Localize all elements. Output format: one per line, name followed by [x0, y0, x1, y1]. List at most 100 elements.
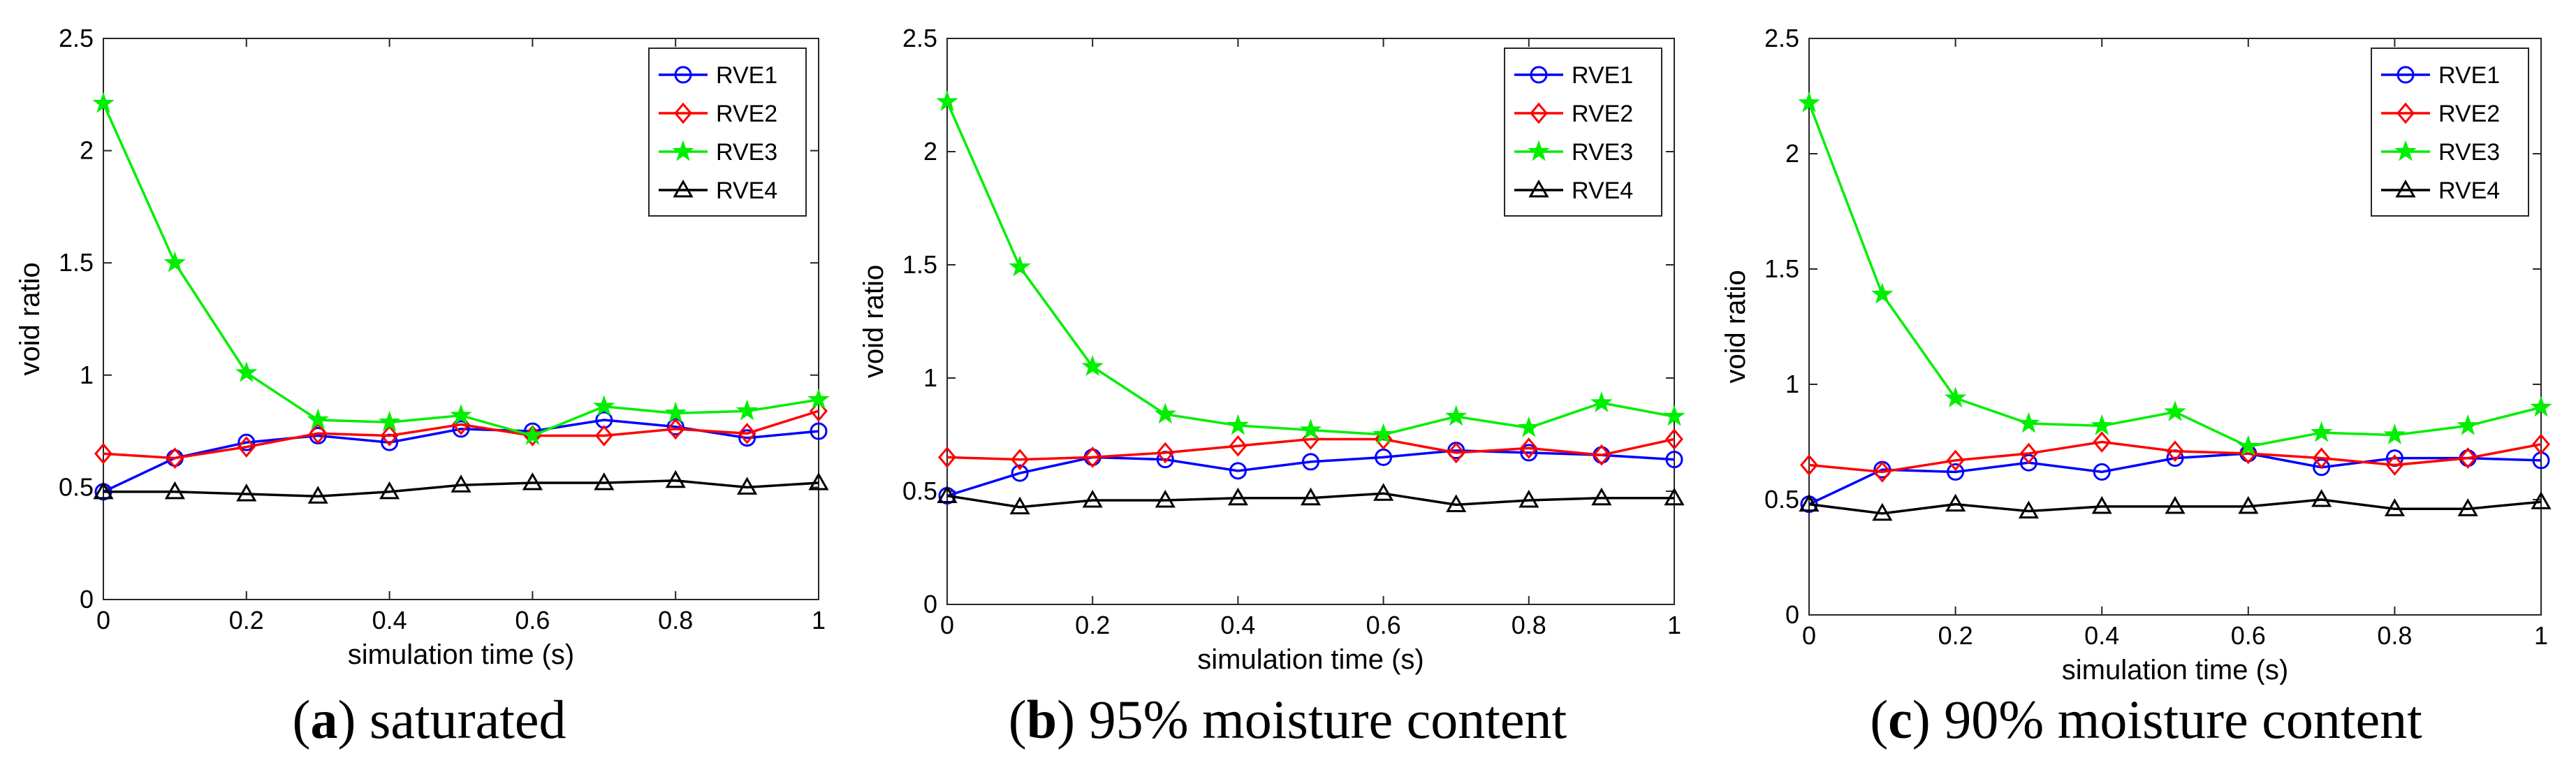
y-axis-label: void ratio [15, 262, 45, 375]
data-point [736, 399, 759, 421]
legend-marker [674, 66, 692, 84]
legend-item: RVE4 [1514, 177, 1633, 204]
data-point [307, 486, 328, 504]
y-tick-label: 2 [80, 136, 94, 165]
legend: RVE1 RVE2 RVE3 RVE4 [2371, 48, 2529, 217]
data-point [810, 422, 828, 440]
data-point [1945, 493, 1966, 512]
x-tick-label: 0.8 [2377, 621, 2412, 650]
legend-item: RVE1 [659, 62, 777, 89]
y-tick-label: 0.5 [902, 477, 937, 505]
data-point [307, 408, 329, 430]
x-tick-label: 0.8 [1512, 611, 1546, 639]
legend-item: RVE1 [1514, 62, 1633, 89]
legend-item: RVE2 [659, 101, 777, 127]
legend-marker [1530, 66, 1548, 84]
data-point [2383, 423, 2406, 444]
legend-marker [1528, 179, 1549, 198]
legend-label: RVE1 [1572, 62, 1633, 89]
data-point [1229, 435, 1247, 457]
data-point [94, 442, 112, 465]
x-tick-label: 0 [1802, 621, 1816, 650]
legend-label: RVE4 [716, 177, 777, 204]
data-point [1447, 442, 1465, 464]
data-point [164, 481, 185, 500]
legend-marker [2395, 179, 2416, 198]
data-point [2531, 491, 2552, 509]
y-tick-label: 1 [1785, 370, 1799, 398]
y-tick-label: 2.5 [902, 24, 937, 52]
data-point [163, 251, 186, 273]
data-point [380, 425, 399, 447]
data-point [1663, 405, 1685, 426]
legend-label: RVE2 [1572, 101, 1633, 127]
legend-label: RVE1 [2438, 62, 2500, 89]
data-point [666, 418, 685, 440]
data-point [938, 447, 956, 468]
data-point [594, 472, 615, 491]
data-point [237, 436, 256, 458]
y-axis-label: void ratio [858, 265, 889, 378]
legend-item: RVE2 [1514, 101, 1633, 127]
caption-letter: a [310, 689, 338, 750]
x-tick-label: 0 [940, 611, 954, 639]
data-point [1947, 463, 1965, 481]
legend-item: RVE4 [2381, 177, 2500, 204]
data-point [738, 429, 756, 447]
series-line [103, 409, 819, 460]
data-point [2093, 431, 2112, 453]
series-rve4 [93, 470, 829, 504]
data-point [2091, 414, 2113, 435]
legend-label: RVE3 [1572, 139, 1633, 166]
data-point [2164, 400, 2186, 421]
y-tick-label: 1.5 [1764, 254, 1799, 283]
legend-marker [673, 179, 694, 198]
data-point [309, 422, 328, 444]
data-point [235, 361, 258, 382]
data-point [1154, 402, 1177, 424]
data-point [2311, 488, 2332, 507]
data-point [1872, 502, 1893, 521]
data-point [237, 433, 256, 451]
x-tick-label: 0.2 [1075, 611, 1110, 639]
x-tick-label: 0.6 [2231, 621, 2266, 650]
data-point [664, 401, 687, 423]
data-point [2385, 454, 2404, 476]
series-line [1808, 452, 2542, 506]
data-point [2237, 435, 2260, 456]
data-point [2238, 495, 2259, 514]
data-point [2017, 412, 2040, 433]
x-tick-label: 1 [2534, 621, 2548, 650]
data-point [2093, 463, 2111, 481]
data-point [452, 420, 470, 438]
x-tick-label: 0.2 [229, 606, 264, 634]
legend: RVE1 RVE2 RVE3 RVE4 [1504, 48, 1662, 217]
legend-marker [1530, 102, 1548, 124]
data-point [166, 447, 184, 469]
caption-c: (c) 90% moisture content [1870, 689, 2422, 750]
x-axis-label: simulation time (s) [348, 639, 575, 670]
series-rve4 [937, 483, 1685, 515]
data-point [1081, 355, 1104, 377]
x-tick-label: 0.4 [1220, 611, 1255, 639]
data-point [2532, 433, 2550, 456]
caption-a: (a) saturated [292, 689, 566, 750]
data-point [1155, 489, 1176, 508]
data-point [1373, 483, 1394, 501]
chart-b: 0 0.2 0.4 0.6 0.8 1 0 0.5 1 1.5 2 2.5 simulation tim… [858, 24, 1685, 675]
legend-item: RVE4 [659, 177, 777, 204]
x-tick-label: 0.6 [1366, 611, 1401, 639]
chart-c: 0 0.2 0.4 0.6 0.8 1 0 0.5 1 1.5 2 2.5 simulation tim… [1720, 24, 2552, 685]
data-point [378, 410, 401, 432]
data-point [1519, 437, 1538, 459]
series-line [946, 492, 1674, 509]
legend-label: RVE3 [2438, 139, 2500, 166]
caption-text: 90% moisture content [1930, 689, 2422, 750]
series-line [946, 437, 1675, 461]
legend-marker [2396, 102, 2415, 124]
data-point [2019, 442, 2038, 465]
data-point [451, 474, 471, 493]
y-tick-label: 0.5 [59, 472, 94, 501]
data-point [450, 404, 472, 426]
